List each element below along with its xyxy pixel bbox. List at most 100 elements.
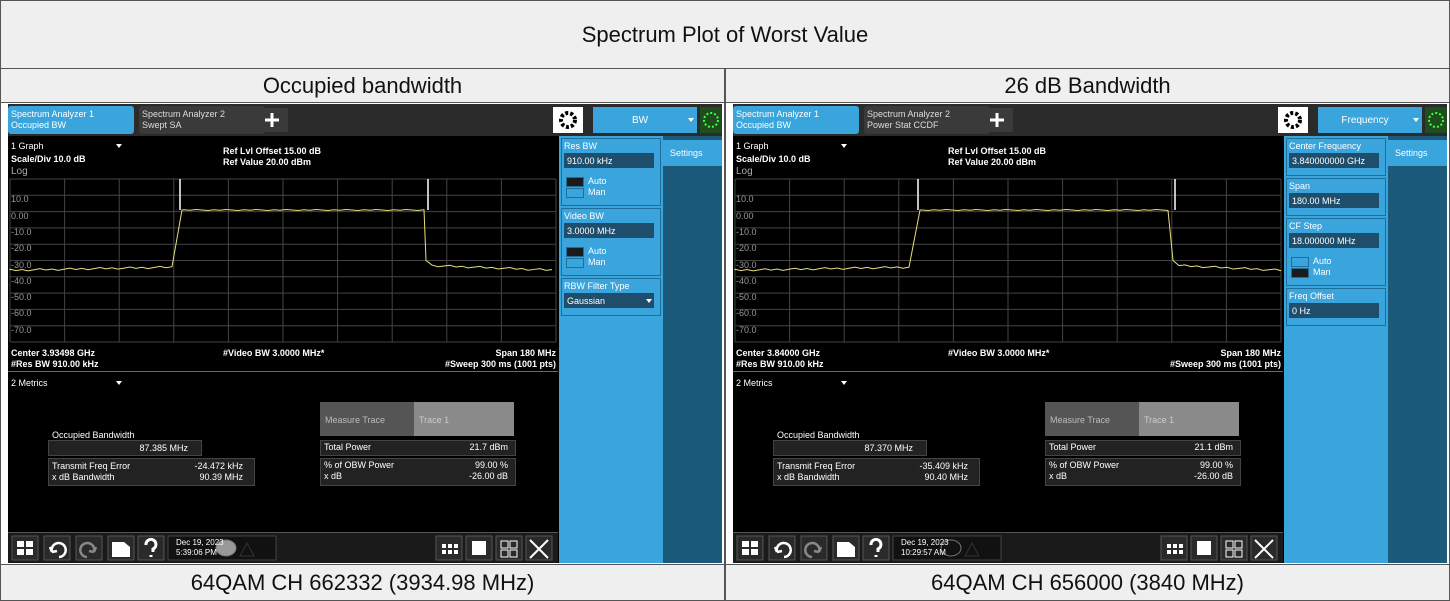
dropdown-arrow — [841, 144, 847, 151]
y-axis-label: -20.0 — [11, 243, 32, 254]
dropdown-arrow — [116, 381, 122, 388]
analyzer-screen: Spectrum Analyzer 1 Occupied BW Spectrum A… — [733, 104, 1447, 563]
measure-trace-label: Measure Trace — [325, 415, 386, 425]
tab: Spectrum Analyzer 1 Occupied BW — [733, 106, 859, 134]
option-indicator — [566, 258, 584, 268]
res-bw: #Res BW 910.00 kHz — [11, 359, 99, 369]
softkey-option: Man — [588, 187, 606, 197]
trace-box — [414, 402, 514, 436]
windows-icon — [17, 541, 33, 555]
tab-line: Spectrum Analyzer 1 — [11, 109, 95, 119]
column-header-cell: Occupied bandwidth — [0, 68, 725, 103]
option-indicator — [566, 177, 584, 187]
tab-line: Occupied BW — [736, 120, 792, 130]
res-bw: #Res BW 910.00 kHz — [736, 359, 824, 369]
tab-line: Power Stat CCDF — [867, 120, 939, 130]
fullscreen-icon — [529, 539, 549, 559]
scale-div: Scale/Div 10.0 dB — [736, 154, 811, 164]
measure-trace-value: Trace 1 — [1144, 415, 1175, 425]
video-bw: #Video BW 3.0000 MHz* — [948, 348, 1050, 358]
softkey-value: 0 Hz — [1292, 306, 1311, 316]
y-axis-label: -10.0 — [11, 226, 32, 237]
softkey-option: Auto — [588, 246, 607, 256]
windows-icon — [742, 541, 758, 555]
obw-power-box — [320, 458, 516, 486]
side-tab-label: Settings — [670, 148, 703, 158]
softkey-value: 3.0000 MHz — [567, 226, 616, 236]
xdb-bw-value: 90.40 MHz — [924, 472, 968, 482]
side-strip — [663, 136, 722, 563]
gear-icon — [1284, 111, 1302, 129]
spectrum-trace — [734, 208, 1282, 272]
option-indicator — [1291, 257, 1309, 267]
option-indicator — [1291, 268, 1309, 278]
tab-line: Occupied BW — [11, 120, 67, 130]
column-header: 26 dB Bandwidth — [1004, 72, 1171, 98]
toolbar-button — [495, 535, 523, 561]
touch-icon — [1197, 541, 1211, 555]
softkey-title: Video BW — [564, 211, 604, 221]
time: 10:29:57 AM — [901, 548, 946, 557]
y-axis-label: -50.0 — [736, 292, 757, 303]
xdb-label: x dB — [324, 471, 343, 481]
center-freq: Center 3.84000 GHz — [736, 348, 821, 358]
softkey-value: Gaussian — [567, 296, 606, 306]
softkey-value-box — [1289, 233, 1379, 248]
tfe-box — [48, 458, 255, 486]
date: Dec 19, 2023 — [176, 538, 224, 547]
gear-icon — [559, 111, 577, 129]
span: Span 180 MHz — [495, 348, 556, 358]
graph-select: 1 Graph — [11, 141, 44, 151]
column-header-cell: 26 dB Bandwidth — [725, 68, 1450, 103]
caption-cell: 64QAM CH 656000 (3840 MHz) — [725, 564, 1450, 601]
softkey-value-box — [1289, 153, 1379, 168]
xdb-value: -26.00 dB — [468, 471, 508, 481]
redo-icon — [804, 541, 823, 559]
tab-line: Spectrum Analyzer 1 — [736, 109, 820, 119]
side-tab — [1388, 140, 1447, 166]
menu-arrow — [1413, 118, 1419, 122]
caption-cell: 64QAM CH 662332 (3934.98 MHz) — [0, 564, 725, 601]
datetime-box — [892, 535, 1002, 561]
sweep: #Sweep 300 ms (1001 pts) — [1169, 359, 1281, 369]
toolbar-button — [1220, 535, 1248, 561]
spectrum-trace — [9, 208, 553, 272]
obw-power-box — [1045, 458, 1241, 486]
ref-offset: Ref Lvl Offset 15.00 dB — [948, 146, 1047, 156]
softkey-title: Freq Offset — [1289, 291, 1334, 301]
video-bw: #Video BW 3.0000 MHz* — [223, 348, 325, 358]
xdb-bw-label: x dB Bandwidth — [52, 472, 115, 482]
fullscreen-icon — [1254, 539, 1274, 559]
metrics-select: 2 Metrics — [736, 378, 773, 388]
y-axis-label: -70.0 — [11, 324, 32, 335]
dropdown-arrow — [841, 381, 847, 388]
help-icon — [144, 537, 158, 557]
center-freq: Center 3.93498 GHz — [11, 348, 96, 358]
analyzer-screen: Spectrum Analyzer 1 Occupied BW Spectrum A… — [8, 104, 722, 563]
span: Span 180 MHz — [1220, 348, 1281, 358]
tfe-value: -24.472 kHz — [194, 461, 243, 471]
tab-line: Spectrum Analyzer 2 — [867, 109, 951, 119]
undo-icon — [773, 541, 792, 559]
redo-icon — [79, 541, 98, 559]
undo-icon — [48, 541, 67, 559]
softkey-title: RBW Filter Type — [564, 281, 630, 291]
help-icon — [869, 537, 883, 557]
layout-icon — [500, 540, 518, 558]
xdb-label: x dB — [1049, 471, 1068, 481]
y-axis-label: -50.0 — [11, 292, 32, 303]
warning-icon — [239, 541, 255, 557]
log-label: Log — [736, 166, 753, 177]
graph-select: 1 Graph — [736, 141, 769, 151]
keypad-icon — [1167, 544, 1183, 554]
y-axis-label: 0.00 — [736, 210, 754, 221]
softkey-title: Center Frequency — [1289, 141, 1362, 151]
layout-icon — [1225, 540, 1243, 558]
softkey-value-box — [564, 223, 654, 238]
dropdown-arrow — [646, 299, 652, 306]
bottom-icons — [736, 535, 1278, 561]
softkey-value: 18.000000 MHz — [1292, 236, 1356, 246]
softkey-title: Res BW — [564, 141, 598, 151]
menu-arrow — [688, 118, 694, 122]
